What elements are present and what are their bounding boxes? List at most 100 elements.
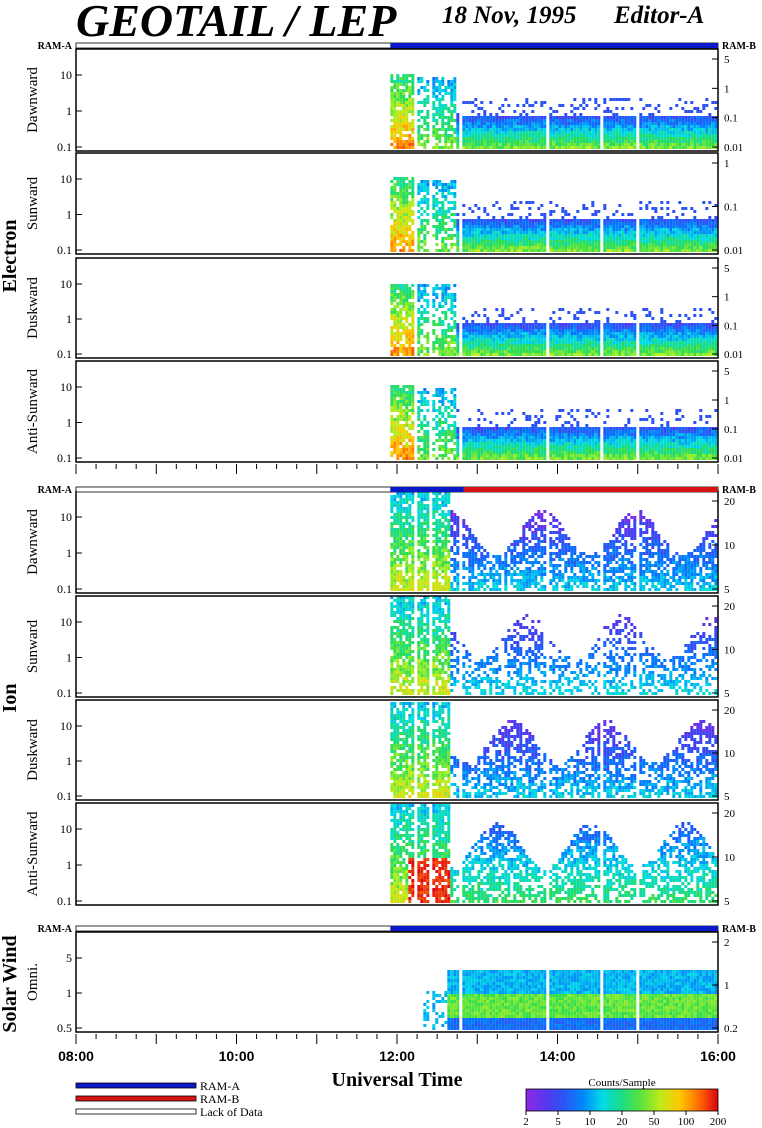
spectrogram-cell [441, 195, 445, 198]
spectrogram-cell [411, 213, 415, 216]
spectrogram-cell [471, 146, 475, 149]
spectrogram-cell [672, 228, 676, 231]
spectrogram-cell [447, 234, 451, 237]
spectrogram-cell [405, 240, 409, 243]
spectrogram-cell [534, 436, 538, 439]
spectrogram-cell [393, 101, 397, 104]
spectrogram-cell [411, 198, 415, 201]
spectrogram-cell [567, 433, 571, 436]
spectrogram-cell [435, 424, 439, 427]
spectrogram-cell [438, 101, 442, 104]
spectrogram-cell [585, 436, 589, 439]
spectrogram-cell [420, 311, 424, 314]
spectrogram-cell [576, 451, 580, 454]
spectrogram-cell [597, 128, 601, 131]
spectrogram-cell [534, 332, 538, 335]
spectrogram-cell [570, 246, 574, 249]
spectrogram-cell [549, 350, 553, 353]
spectrogram-cell [393, 323, 397, 326]
spectrogram-cell [660, 338, 664, 341]
spectrogram-cell [399, 216, 403, 219]
spectrogram-cell [702, 116, 706, 119]
spectrogram-cell [441, 77, 445, 80]
spectrogram-cell [558, 329, 562, 332]
spectrogram-cell [531, 436, 535, 439]
spectrogram-cell [687, 225, 691, 228]
spectrogram-cell [678, 143, 682, 146]
spectrogram-cell [696, 107, 700, 110]
spectrogram-cell [606, 237, 610, 240]
spectrogram-cell [549, 125, 553, 128]
spectrogram-cell [645, 326, 649, 329]
spectrogram-cell [465, 323, 469, 326]
spectrogram-cell [432, 128, 436, 131]
spectrogram-cell [462, 143, 466, 146]
spectrogram-cell [621, 326, 625, 329]
spectrogram-cell [642, 119, 646, 122]
spectrogram-cell [603, 131, 607, 134]
spectrogram-cell [582, 350, 586, 353]
spectrogram-cell [579, 231, 583, 234]
spectrogram-cell [660, 320, 664, 323]
spectrogram-cell [609, 231, 613, 234]
spectrogram-cell [693, 353, 697, 356]
spectrogram-cell [549, 113, 553, 116]
spectrogram-cell [417, 134, 421, 137]
spectrogram-cell [594, 222, 598, 225]
spectrogram-cell [411, 80, 415, 83]
spectrogram-cell [591, 249, 595, 252]
spectrogram-cell [408, 101, 412, 104]
spectrogram-cell [606, 125, 610, 128]
spectrogram-cell [552, 326, 556, 329]
spectrogram-cell [696, 347, 700, 350]
spectrogram-cell [567, 329, 571, 332]
spectrogram-cell [522, 353, 526, 356]
spectrogram-cell [417, 101, 421, 104]
spectrogram-cell [669, 140, 673, 143]
spectrogram-cell [663, 237, 667, 240]
spectrogram-cell [423, 317, 427, 320]
spectrogram-cell [408, 140, 412, 143]
spectrogram-cell [522, 104, 526, 107]
spectrogram-cell [570, 140, 574, 143]
spectrogram-cell [489, 332, 493, 335]
spectrogram-cell [432, 320, 436, 323]
spectrogram-cell [471, 122, 475, 125]
spectrogram-cell [450, 201, 454, 204]
spectrogram-cell [393, 344, 397, 347]
spectrogram-cell [633, 326, 637, 329]
spectrogram-cell [648, 201, 652, 204]
spectrogram-cell [624, 237, 628, 240]
spectrogram-cell [573, 234, 577, 237]
title-main: GEOTAIL / LEP [76, 0, 397, 46]
spectrogram-cell [648, 246, 652, 249]
spectrogram-cell [486, 341, 490, 344]
spectrogram-cell [441, 290, 445, 293]
spectrogram-cell [405, 113, 409, 116]
spectrogram-cell [618, 335, 622, 338]
spectrogram-cell [480, 430, 484, 433]
spectrogram-cell [453, 128, 457, 131]
spectrogram-cell [480, 107, 484, 110]
spectrogram-cell [708, 335, 712, 338]
spectrogram-cell [603, 240, 607, 243]
spectrogram-cell [588, 246, 592, 249]
spectrogram-cell [408, 180, 412, 183]
spectrogram-cell [390, 335, 394, 338]
spectrogram-cell [561, 219, 565, 222]
spectrogram-cell [501, 219, 505, 222]
spectrogram-cell [399, 350, 403, 353]
spectrogram-cell [597, 323, 601, 326]
spectrogram-cell [489, 128, 493, 131]
spectrogram-cell [579, 445, 583, 448]
spectrogram-cell [594, 353, 598, 356]
spectrogram-cell [531, 228, 535, 231]
spectrogram-cell [441, 186, 445, 189]
spectrogram-cell [534, 451, 538, 454]
spectrogram-cell [627, 140, 631, 143]
spectrogram-cell [411, 427, 415, 430]
spectrogram-cell [549, 353, 553, 356]
spectrogram-cell [393, 95, 397, 98]
spectrogram-cell [408, 424, 412, 427]
spectrogram-cell [525, 137, 529, 140]
